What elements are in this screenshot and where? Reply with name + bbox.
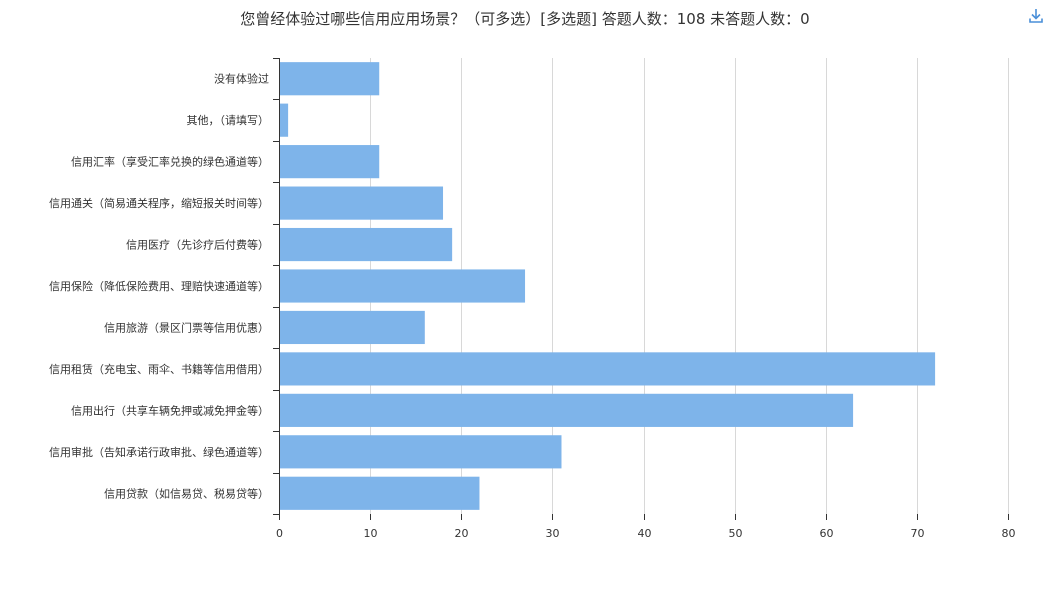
category-label: 信用出行（共享车辆免押或减免押金等） bbox=[71, 403, 269, 417]
bar bbox=[280, 145, 380, 179]
category-label: 信用贷款（如信易贷、税易贷等） bbox=[104, 486, 269, 500]
bar bbox=[280, 103, 289, 137]
category-label: 没有体验过 bbox=[214, 72, 269, 86]
bar bbox=[280, 393, 854, 427]
x-tick-label: 20 bbox=[455, 527, 469, 540]
x-tick-label: 70 bbox=[911, 527, 925, 540]
x-tick-label: 30 bbox=[546, 527, 560, 540]
chart-title: 您曾经体验过哪些信用应用场景？（可多选）[多选题] 答题人数：108 未答题人数… bbox=[240, 10, 810, 28]
bar bbox=[280, 435, 562, 469]
bar bbox=[280, 62, 380, 96]
bar bbox=[280, 269, 526, 303]
category-label: 信用旅游（景区门票等信用优惠） bbox=[104, 320, 269, 334]
category-label: 信用医疗（先诊疗后付费等） bbox=[126, 238, 269, 252]
category-label: 其他，（请填写） bbox=[187, 113, 270, 127]
download-icon bbox=[1029, 9, 1043, 23]
x-tick-label: 60 bbox=[820, 527, 834, 540]
bar bbox=[280, 476, 480, 510]
bar bbox=[280, 186, 444, 220]
category-label: 信用租赁（充电宝、雨伞、书籍等信用借用） bbox=[49, 362, 269, 376]
x-tick-label: 10 bbox=[364, 527, 378, 540]
x-tick-label: 50 bbox=[729, 527, 743, 540]
category-label: 信用通关（简易通关程序，缩短报关时间等） bbox=[49, 196, 269, 210]
download-button[interactable] bbox=[1026, 6, 1046, 26]
category-label: 信用保险（降低保险费用、理赔快速通道等） bbox=[49, 279, 269, 293]
category-label: 信用汇率（享受汇率兑换的绿色通道等） bbox=[71, 155, 269, 169]
bar bbox=[280, 310, 425, 345]
bar bbox=[280, 352, 936, 386]
x-tick-label: 80 bbox=[1002, 527, 1016, 540]
category-label: 信用审批（告知承诺行政审批、绿色通道等） bbox=[49, 445, 269, 459]
bar bbox=[280, 227, 453, 262]
x-tick-label: 0 bbox=[276, 527, 283, 540]
x-tick-label: 40 bbox=[638, 527, 652, 540]
